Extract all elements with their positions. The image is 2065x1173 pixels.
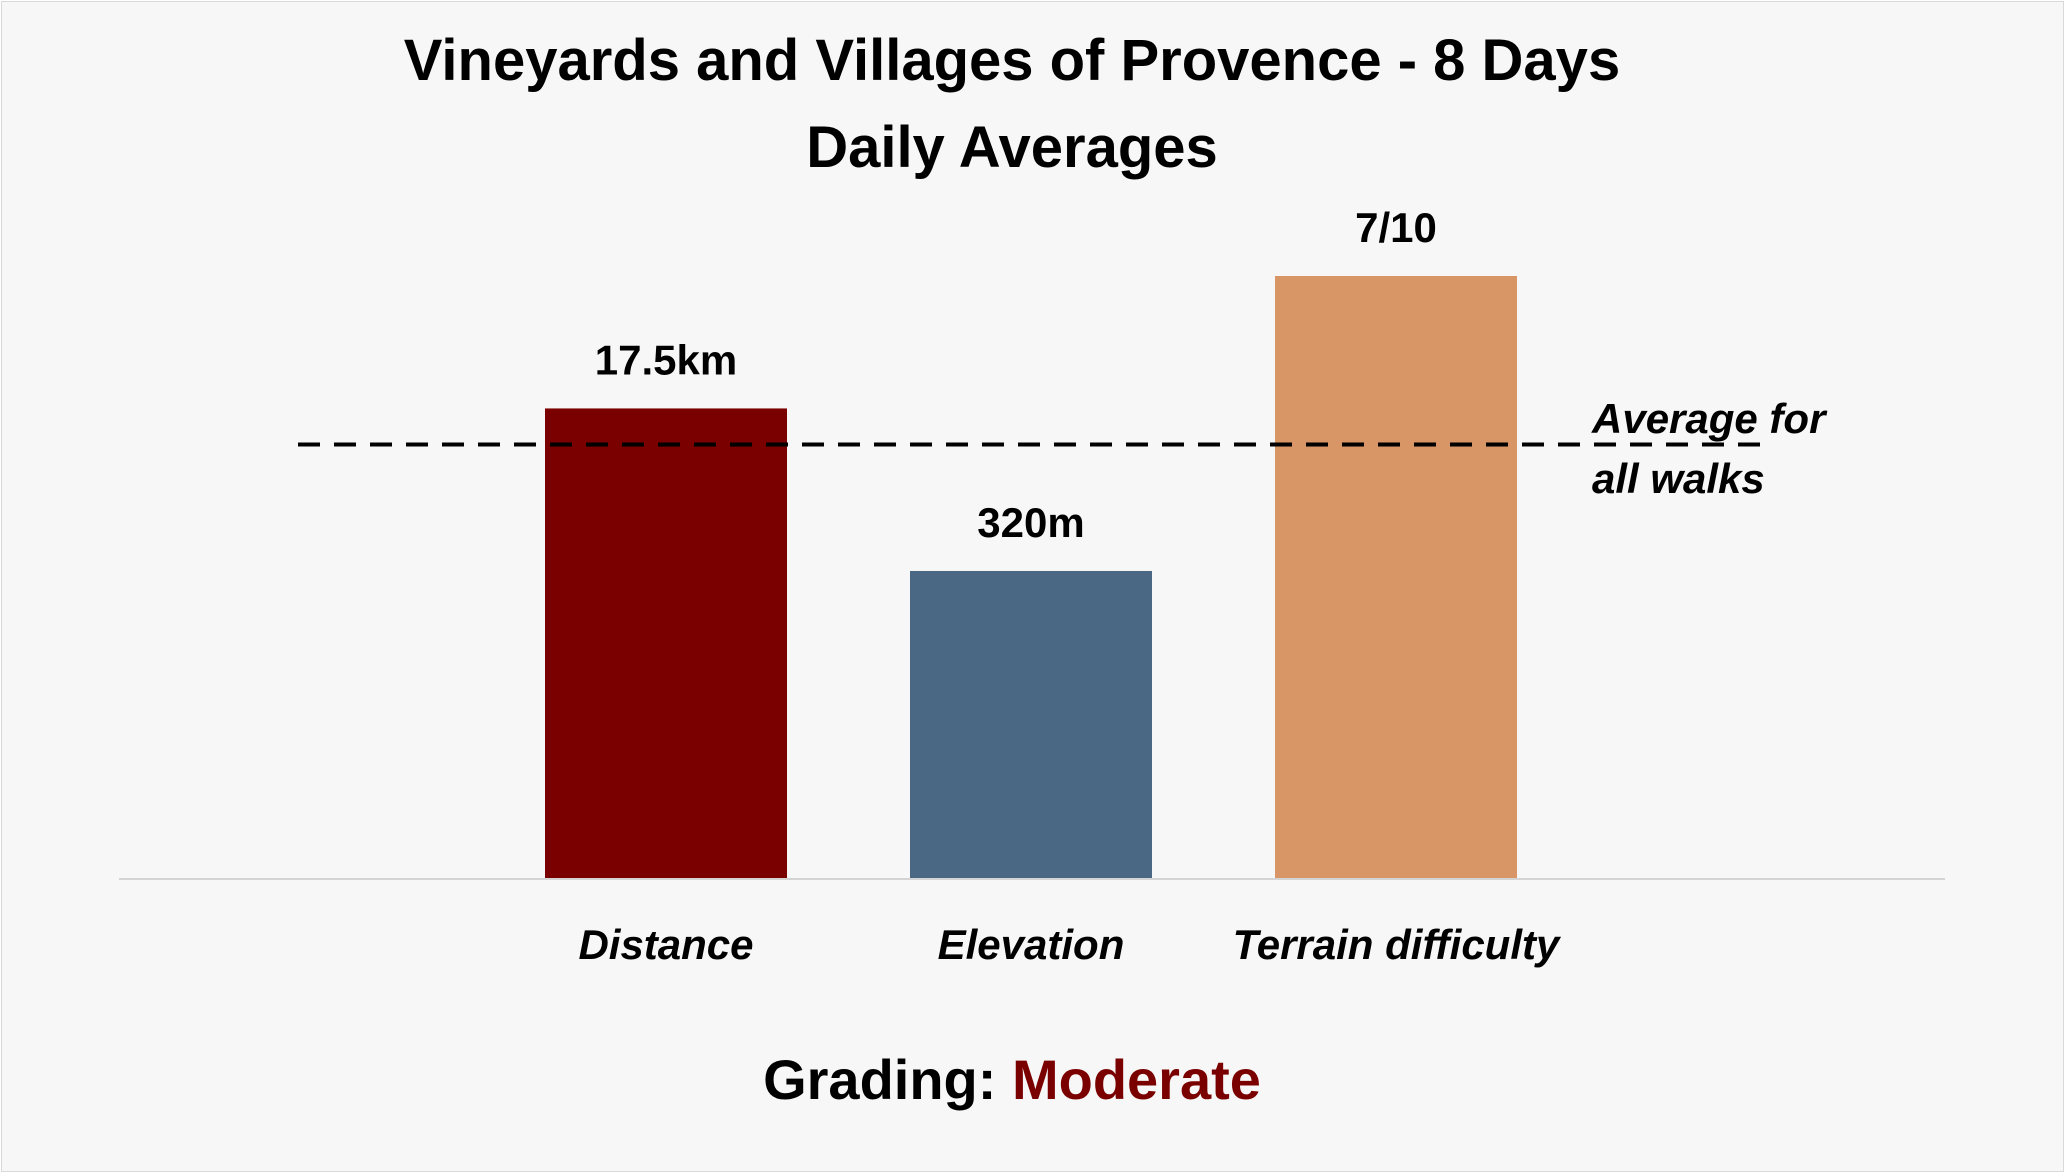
bars-group bbox=[545, 276, 1517, 878]
chart-title-line-1: Vineyards and Villages of Provence - 8 D… bbox=[404, 28, 1620, 93]
chart-title-line-2: Daily Averages bbox=[806, 115, 1218, 180]
bar-terrain-difficulty bbox=[1275, 276, 1517, 878]
grading-text: Grading: Moderate bbox=[763, 1048, 1261, 1111]
bar-elevation bbox=[910, 570, 1152, 878]
value-label-terrain-difficulty: 7/10 bbox=[1355, 204, 1437, 251]
labels-group: 17.5km Distance 320m Elevation 7/10 Terrain d… bbox=[578, 204, 1562, 968]
category-label-distance: Distance bbox=[578, 921, 753, 968]
reference-line-label-line-2: all walks bbox=[1592, 455, 1765, 502]
bar-distance bbox=[545, 408, 787, 878]
grading-value: Moderate bbox=[1012, 1048, 1261, 1111]
category-label-terrain-difficulty: Terrain difficulty bbox=[1233, 921, 1562, 968]
value-label-elevation: 320m bbox=[977, 499, 1084, 546]
grading-label: Grading: bbox=[763, 1048, 996, 1111]
category-label-elevation: Elevation bbox=[938, 921, 1125, 968]
value-label-distance: 17.5km bbox=[595, 336, 737, 383]
reference-line-label-line-1: Average for bbox=[1591, 395, 1828, 442]
